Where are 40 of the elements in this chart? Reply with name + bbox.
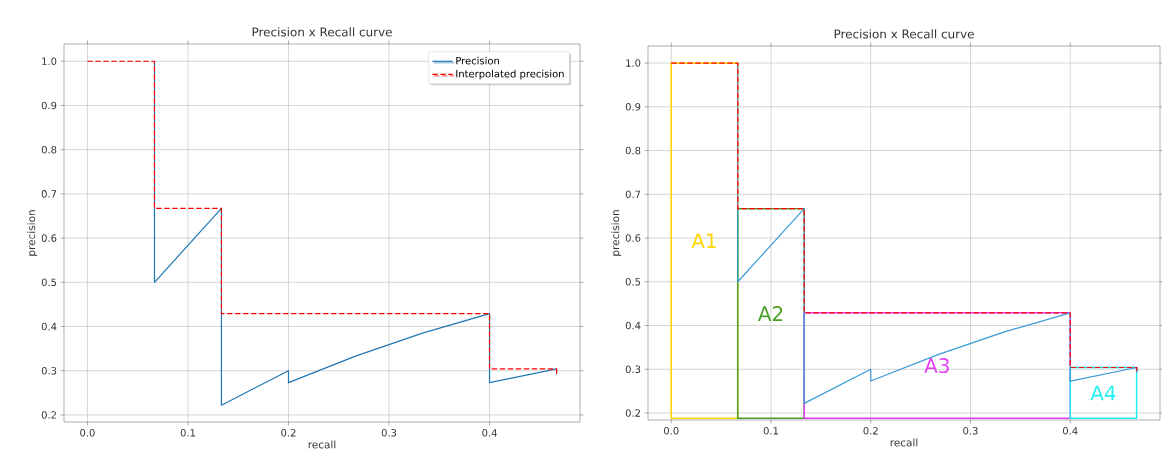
y-tick-label: 0.2 (625, 409, 640, 417)
y-tick-label: 0.3 (41, 366, 57, 375)
x-tick-label: 0.2 (281, 429, 296, 437)
y-tick-label: 1.0 (626, 59, 641, 67)
y-tick-label: 0.6 (625, 234, 641, 242)
x-axis-title: recall (890, 438, 918, 447)
x-tick-label: 0.3 (381, 429, 397, 437)
x-tick-label: 0.4 (1062, 427, 1078, 435)
x-tick-label: 0.0 (663, 427, 679, 435)
y-tick-label: 0.5 (625, 277, 641, 286)
x-tick-label: 0.0 (80, 429, 95, 437)
annotation: A3 (924, 358, 949, 374)
y-tick-label: 0.2 (41, 411, 56, 419)
x-tick-label: 0.1 (763, 427, 778, 435)
x-tick-label: 0.2 (863, 427, 878, 435)
annotation: A2 (758, 306, 783, 321)
y-tick-label: 0.4 (625, 321, 641, 330)
chart-title: Precision x Recall curve (834, 29, 974, 39)
y-tick-label: 0.6 (41, 234, 57, 242)
y-tick-label: 0.7 (41, 190, 57, 198)
y-tick-label: 1.0 (42, 57, 57, 66)
y-tick-label: 0.9 (41, 101, 57, 110)
chart-title: Precision x Recall curve (252, 27, 392, 37)
annotation: A1 (691, 233, 716, 248)
y-tick-label: 0.9 (625, 103, 641, 111)
y-tick-label: 0.8 (41, 145, 57, 154)
legend-label: Precision (456, 56, 499, 65)
legend-label: Interpolated precision (456, 69, 564, 80)
y-tick-label: 0.4 (41, 322, 57, 331)
x-axis-title: recall (308, 440, 336, 449)
y-tick-label: 0.8 (625, 146, 641, 155)
y-tick-label: 0.5 (41, 278, 57, 287)
y-axis-title: precision (611, 210, 622, 256)
annotation: A4 (1090, 385, 1116, 401)
x-tick-label: 0.1 (180, 429, 195, 437)
y-tick-label: 0.7 (625, 190, 641, 199)
x-tick-label: 0.3 (963, 427, 978, 435)
y-tick-label: 0.3 (625, 365, 641, 374)
x-tick-label: 0.4 (482, 429, 497, 437)
y-axis-title: precision (27, 210, 38, 256)
